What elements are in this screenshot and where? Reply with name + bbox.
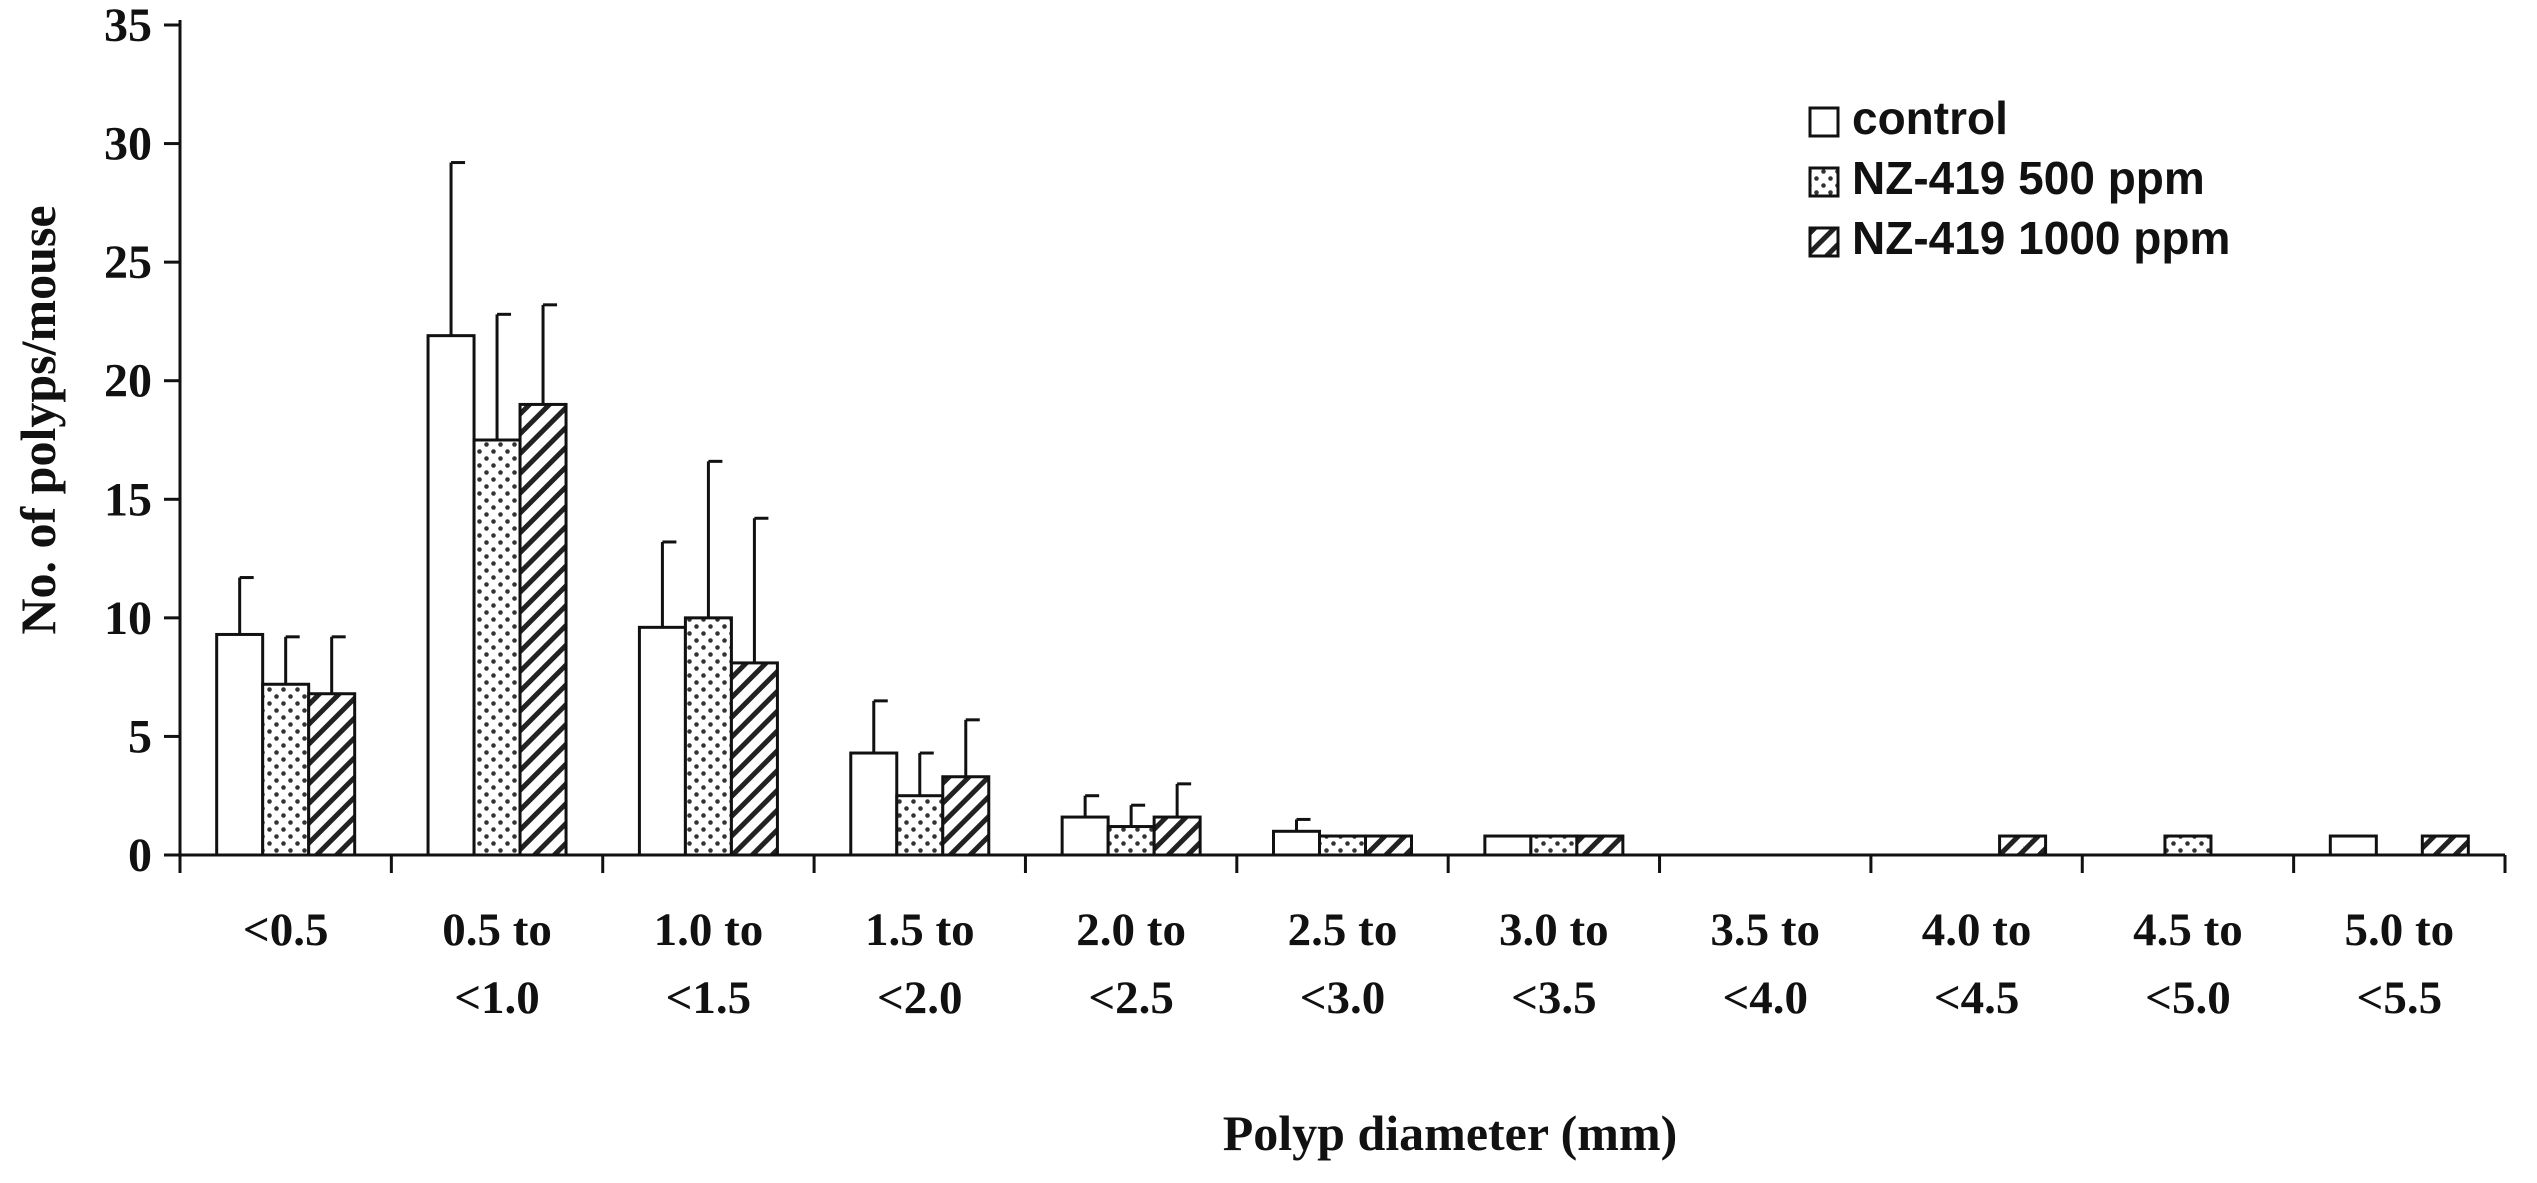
- bar-s2-c2: [729, 661, 779, 857]
- bar-s1-c3: [895, 794, 945, 857]
- bar-s0-c3: [849, 751, 899, 857]
- category-label-8-0: 4.0 to: [1922, 904, 2032, 956]
- bar-s2-c10: [2420, 834, 2470, 857]
- category-label-3-0: 1.5 to: [865, 904, 975, 956]
- y-tick-label-5: 5: [128, 710, 152, 763]
- x-axis-title: Polyp diameter (mm): [1223, 1105, 1678, 1161]
- category-label-7-0: 3.5 to: [1710, 904, 1820, 956]
- bar-s2-c1: [518, 402, 568, 857]
- bar-s2-c4: [1152, 815, 1202, 857]
- bar-s2-c5: [1364, 834, 1413, 857]
- category-label-8-1: <4.5: [1934, 972, 2020, 1024]
- bar-s0-c5: [1272, 829, 1321, 857]
- y-tick-label-15: 15: [104, 473, 152, 526]
- bar-s2-c8: [1998, 834, 2048, 857]
- bar-s0-c0: [215, 632, 265, 857]
- category-label-6-1: <3.5: [1511, 972, 1597, 1024]
- bar-s1-c4: [1106, 825, 1156, 857]
- bar-s2-c0: [307, 692, 357, 857]
- category-label-6-0: 3.0 to: [1499, 904, 1609, 956]
- bar-s0-c1: [426, 334, 476, 857]
- category-label-2-0: 1.0 to: [654, 904, 764, 956]
- y-axis-title: No. of polyps/mouse: [10, 205, 66, 634]
- y-tick-label-0: 0: [128, 829, 152, 882]
- legend-label-2: NZ-419 1000 ppm: [1852, 212, 2230, 264]
- category-label-5-0: 2.5 to: [1288, 904, 1398, 956]
- bar-s1-c6: [1529, 834, 1579, 857]
- legend-label-0: control: [1852, 92, 2008, 144]
- bar-s1-c0: [261, 682, 311, 857]
- category-label-2-1: <1.5: [666, 972, 752, 1024]
- legend-swatch-0: [1808, 106, 1840, 138]
- category-label-10-1: <5.5: [2357, 972, 2443, 1024]
- bar-s0-c10: [2328, 834, 2378, 857]
- category-label-4-1: <2.5: [1088, 972, 1174, 1024]
- bar-s1-c2: [683, 616, 733, 857]
- legend-swatch-2: [1808, 226, 1840, 258]
- bar-s1-c1: [472, 438, 522, 857]
- category-label-1-0: 0.5 to: [442, 904, 552, 956]
- category-label-9-0: 4.5 to: [2133, 904, 2243, 956]
- bar-s2-c3: [941, 775, 991, 857]
- category-label-1-1: <1.0: [454, 972, 540, 1024]
- category-label-3-1: <2.0: [877, 972, 963, 1024]
- legend-label-1: NZ-419 500 ppm: [1852, 152, 2205, 204]
- y-tick-label-25: 25: [104, 236, 152, 289]
- legend-swatch-1: [1808, 166, 1840, 198]
- bar-s0-c6: [1483, 834, 1533, 857]
- bar-s0-c4: [1060, 815, 1110, 857]
- bar-s2-c6: [1575, 834, 1625, 857]
- category-label-9-1: <5.0: [2145, 972, 2231, 1024]
- category-label-0-0: <0.5: [243, 904, 329, 956]
- bar-s1-c9: [2163, 834, 2213, 857]
- y-tick-label-35: 35: [104, 0, 152, 52]
- bar-s0-c2: [637, 625, 687, 857]
- category-label-5-1: <3.0: [1300, 972, 1386, 1024]
- y-tick-label-20: 20: [104, 355, 152, 408]
- y-tick-label-30: 30: [104, 118, 152, 171]
- category-label-7-1: <4.0: [1722, 972, 1808, 1024]
- bar-s1-c5: [1318, 834, 1367, 857]
- category-label-10-0: 5.0 to: [2344, 904, 2454, 956]
- y-tick-label-10: 10: [104, 592, 152, 645]
- category-label-4-0: 2.0 to: [1076, 904, 1186, 956]
